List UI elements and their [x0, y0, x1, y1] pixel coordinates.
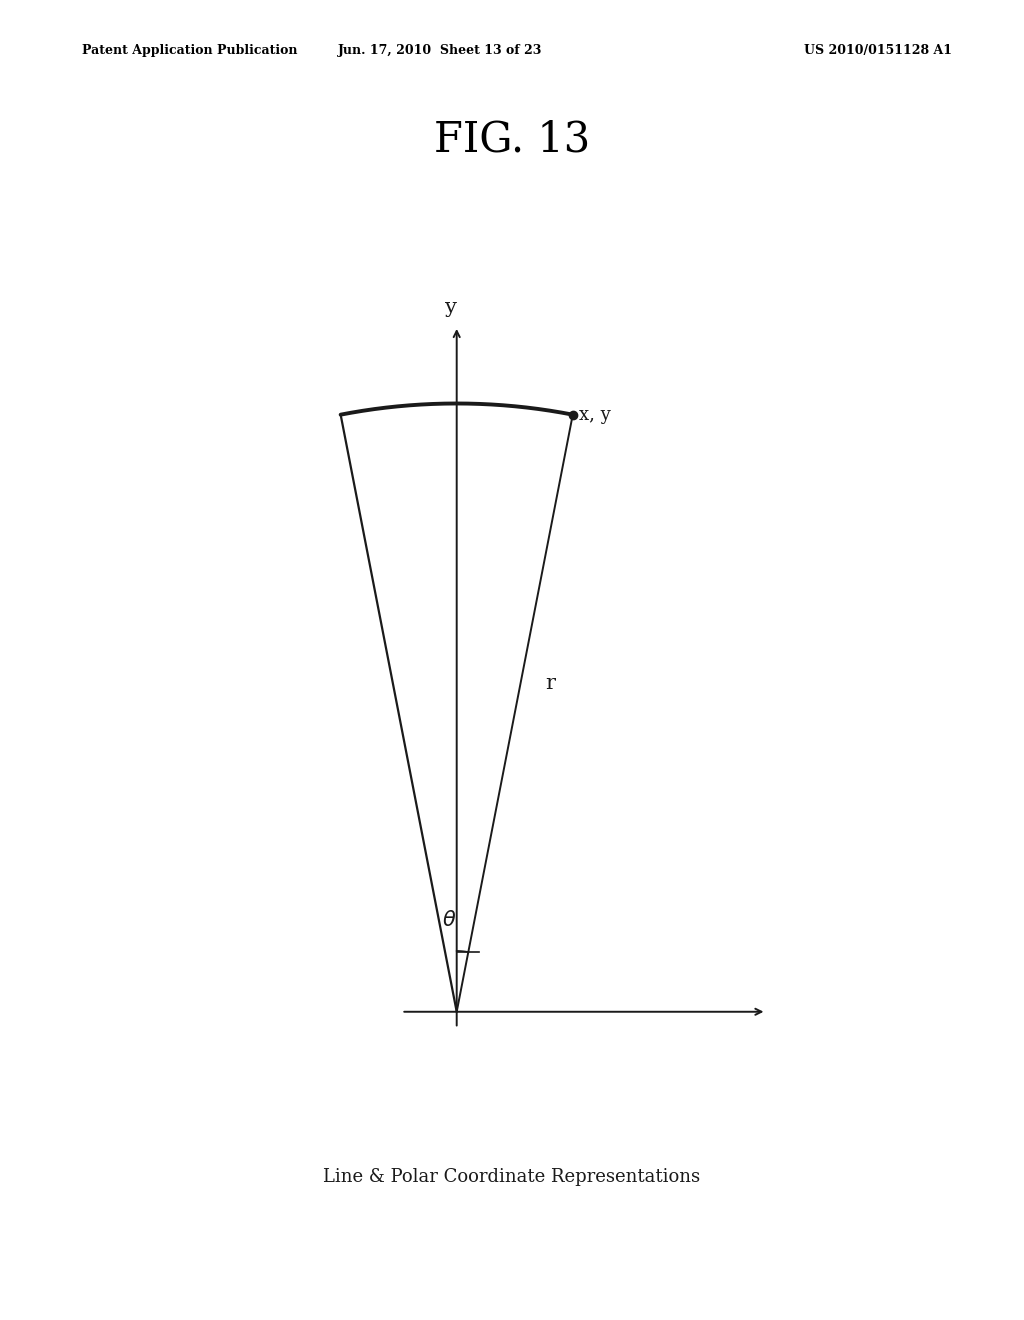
- Text: Line & Polar Coordinate Representations: Line & Polar Coordinate Representations: [324, 1168, 700, 1187]
- Text: r: r: [545, 675, 555, 693]
- Text: FIG. 13: FIG. 13: [434, 119, 590, 161]
- Text: Jun. 17, 2010  Sheet 13 of 23: Jun. 17, 2010 Sheet 13 of 23: [338, 44, 543, 57]
- Text: Patent Application Publication: Patent Application Publication: [82, 44, 297, 57]
- Text: US 2010/0151128 A1: US 2010/0151128 A1: [804, 44, 952, 57]
- Text: x, y: x, y: [580, 405, 611, 424]
- Text: $\theta$: $\theta$: [441, 911, 456, 931]
- Text: y: y: [445, 298, 457, 317]
